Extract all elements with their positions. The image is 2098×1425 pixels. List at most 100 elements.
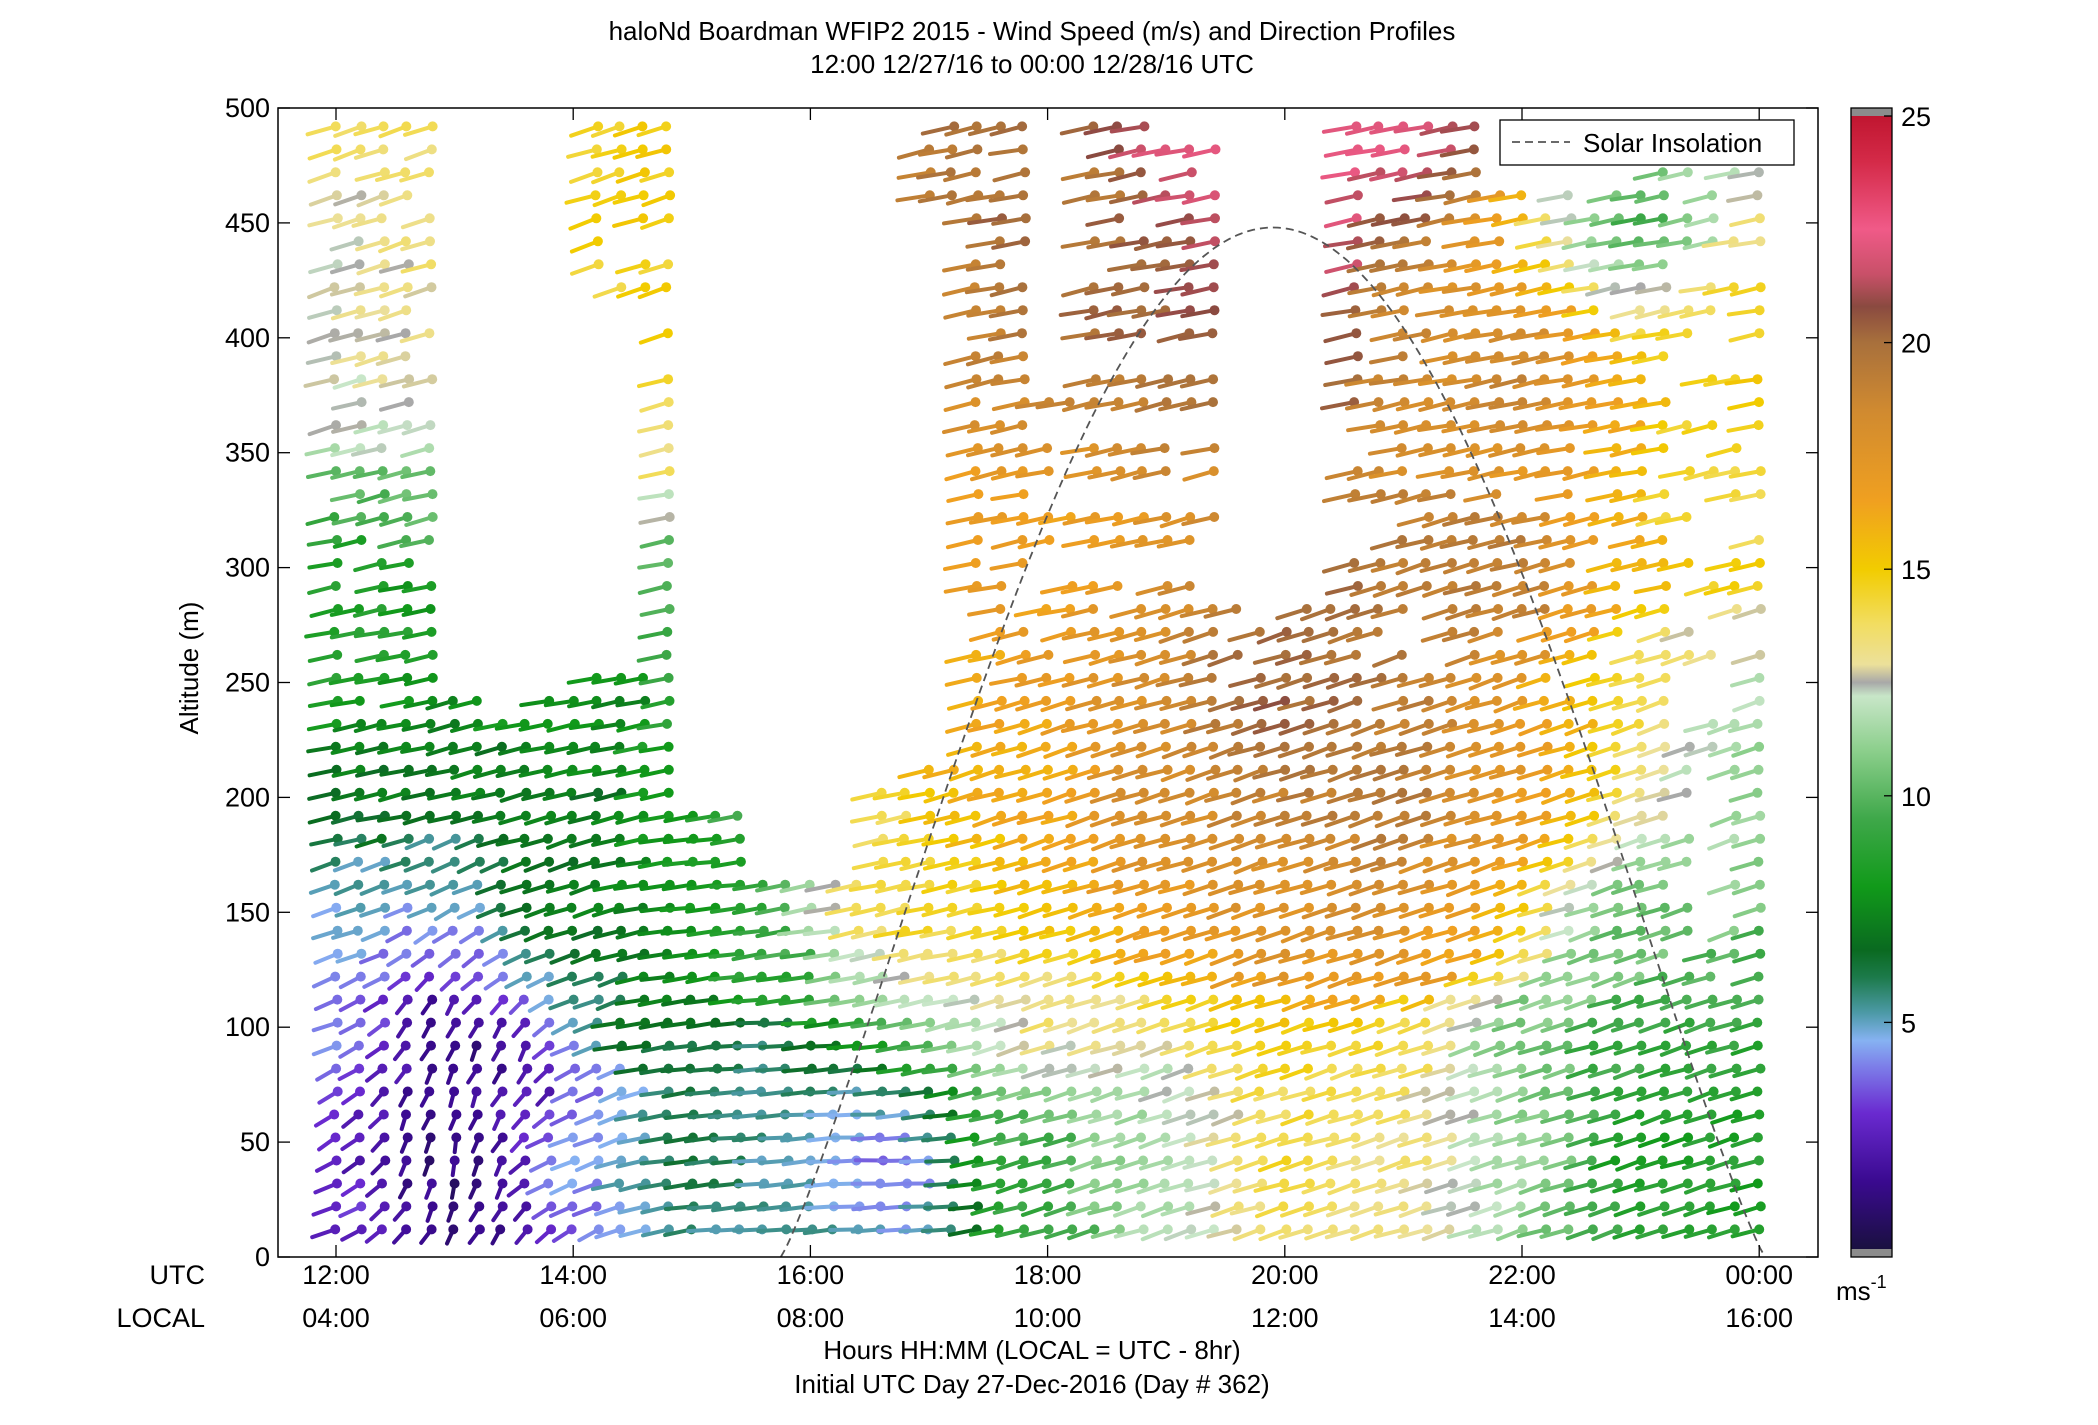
wind-barb-head bbox=[1112, 672, 1123, 683]
wind-barb-head bbox=[1397, 672, 1408, 683]
wind-barb-shaft bbox=[1207, 652, 1240, 668]
wind-barb-head bbox=[1755, 1201, 1766, 1212]
wind-barb-shaft bbox=[1299, 652, 1334, 666]
wind-barb-head bbox=[1492, 1155, 1503, 1166]
wind-barb-shaft bbox=[1301, 698, 1336, 712]
wind-barb-head bbox=[1755, 649, 1766, 660]
wind-barb-head bbox=[664, 167, 675, 178]
wind-barb-shaft bbox=[1107, 377, 1144, 387]
wind-barb-head bbox=[1446, 1132, 1457, 1143]
wind-barb-head bbox=[1185, 1017, 1196, 1028]
wind-barb-shaft bbox=[1299, 836, 1333, 850]
wind-barb-shaft bbox=[1370, 492, 1406, 504]
wind-barb-head bbox=[542, 718, 553, 729]
wind-barb-head bbox=[1160, 626, 1171, 637]
wind-barb-head bbox=[401, 489, 412, 500]
wind-barb-shaft bbox=[1302, 1020, 1336, 1032]
wind-barb-shaft bbox=[1395, 400, 1431, 412]
wind-barb-head bbox=[663, 374, 674, 385]
wind-barb-shaft bbox=[968, 859, 1002, 871]
wind-barb-head bbox=[1492, 1063, 1502, 1074]
wind-barb-shaft bbox=[1418, 675, 1453, 689]
wind-barb-head bbox=[1752, 1132, 1763, 1143]
wind-barb-head bbox=[471, 1040, 482, 1051]
wind-barb-shaft bbox=[967, 607, 1003, 617]
wind-barb-shaft bbox=[1324, 813, 1357, 828]
wind-barb-shaft bbox=[1467, 538, 1502, 550]
wind-barb-head bbox=[1304, 902, 1314, 913]
wind-barb-head bbox=[1684, 833, 1695, 844]
wind-barb-head bbox=[1065, 604, 1076, 614]
wind-barb-head bbox=[1682, 1109, 1693, 1120]
wind-barb-head bbox=[1326, 879, 1337, 890]
wind-barb-head bbox=[804, 879, 815, 890]
wind-barb-head bbox=[1207, 604, 1218, 614]
wind-barb-head bbox=[1587, 581, 1598, 591]
wind-barb-head bbox=[1115, 1040, 1126, 1051]
wind-barb-head bbox=[546, 1224, 557, 1235]
colorbar-tick-label: 25 bbox=[1901, 102, 1931, 132]
wind-barb-head bbox=[1566, 948, 1577, 959]
wind-barb-head bbox=[1424, 879, 1435, 890]
wind-barb-head bbox=[1350, 604, 1360, 614]
wind-barb-head bbox=[1351, 764, 1362, 775]
wind-barb-head bbox=[1088, 856, 1099, 867]
wind-barb-head bbox=[1328, 695, 1339, 706]
wind-barb-head bbox=[1471, 948, 1482, 959]
wind-barb-head bbox=[1586, 1155, 1597, 1166]
wind-barb-head bbox=[1018, 351, 1029, 362]
wind-barb-shaft bbox=[1726, 423, 1761, 433]
wind-barb-head bbox=[495, 1224, 506, 1235]
wind-barb-head bbox=[1589, 259, 1600, 270]
wind-barb-head bbox=[355, 994, 366, 1005]
wind-barb-shaft bbox=[850, 790, 884, 802]
wind-barb-head bbox=[1491, 489, 1502, 500]
wind-barb-shaft bbox=[1040, 584, 1075, 595]
wind-barb-head bbox=[1470, 902, 1481, 913]
wind-barb-shaft bbox=[944, 859, 978, 871]
wind-barb-shaft bbox=[1369, 423, 1406, 434]
wind-barb-shaft bbox=[1372, 905, 1406, 918]
wind-barb-head bbox=[1066, 971, 1077, 982]
wind-barb-shaft bbox=[1441, 790, 1476, 803]
wind-barb-head bbox=[1373, 1224, 1384, 1235]
wind-barb-shaft bbox=[1276, 629, 1311, 643]
wind-barb-head bbox=[332, 535, 342, 545]
wind-barb-shaft bbox=[1084, 446, 1120, 458]
wind-barb-head bbox=[376, 1224, 387, 1235]
wind-barb-head bbox=[1495, 1040, 1506, 1051]
wind-barb-head bbox=[1160, 833, 1171, 844]
wind-barb-head bbox=[1207, 1155, 1218, 1166]
wind-barb-head bbox=[1445, 741, 1456, 752]
wind-barb-head bbox=[1540, 925, 1551, 936]
wind-barb-shaft bbox=[1395, 285, 1430, 297]
wind-barb-shaft bbox=[1323, 147, 1360, 158]
wind-barb-head bbox=[1755, 810, 1766, 821]
wind-barb-head bbox=[402, 902, 413, 913]
wind-barb-shaft bbox=[1538, 744, 1572, 757]
wind-barb-head bbox=[590, 810, 601, 821]
wind-barb-head bbox=[1209, 305, 1220, 316]
wind-barb-head bbox=[1208, 1224, 1219, 1235]
wind-barb-head bbox=[356, 374, 367, 385]
wind-barb-shaft bbox=[1134, 859, 1168, 872]
wind-barb-head bbox=[1067, 764, 1078, 775]
wind-barb-shaft bbox=[967, 216, 1004, 226]
wind-barb-shaft bbox=[638, 469, 672, 480]
wind-barb-shaft bbox=[1608, 377, 1643, 387]
wind-barb-head bbox=[426, 259, 437, 270]
wind-barb-head bbox=[1019, 1040, 1029, 1051]
wind-barb-head bbox=[1563, 351, 1574, 362]
wind-barb-head bbox=[1373, 1109, 1384, 1120]
wind-barb-shaft bbox=[1515, 239, 1549, 250]
wind-barb-shaft bbox=[1041, 882, 1075, 895]
wind-barb-shaft bbox=[1558, 423, 1595, 432]
wind-barb-head bbox=[1637, 512, 1648, 522]
wind-barb-head bbox=[1041, 879, 1052, 890]
wind-barb-shaft bbox=[1015, 469, 1051, 479]
wind-barb-head bbox=[378, 144, 389, 155]
wind-barb-shaft bbox=[1396, 675, 1431, 688]
wind-barb-shaft bbox=[942, 423, 977, 435]
wind-barb-shaft bbox=[1155, 675, 1191, 688]
wind-barb-shaft bbox=[1134, 538, 1170, 548]
